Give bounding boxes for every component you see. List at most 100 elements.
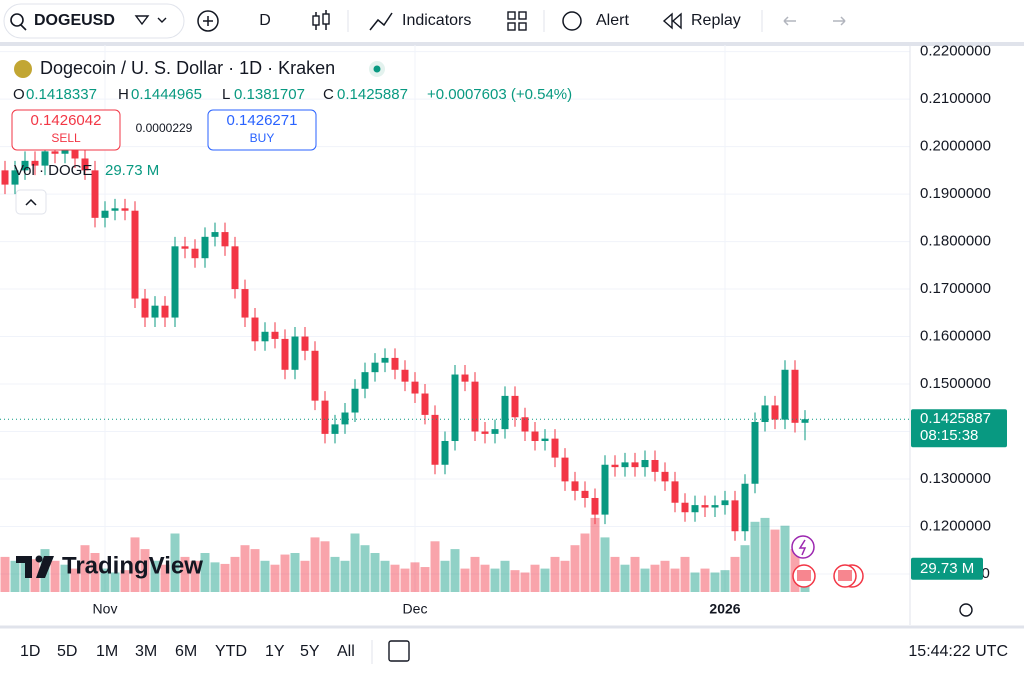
volume-bar: [420, 567, 430, 592]
buy-button[interactable]: [207, 109, 317, 151]
settings-icon[interactable]: [959, 603, 973, 617]
buy-label: BUY: [250, 131, 275, 145]
candle-body: [291, 336, 299, 370]
ohlc-value: 0.1418337: [26, 86, 97, 103]
undo[interactable]: [783, 16, 796, 26]
range-button[interactable]: 1M: [96, 643, 118, 660]
volume-bar: [300, 560, 310, 592]
y-tick-label: 0.2100000: [920, 90, 991, 107]
volume-bar: [10, 560, 20, 592]
price-badge: [911, 409, 1007, 448]
range-button[interactable]: 1Y: [265, 643, 285, 660]
candle-body: [491, 429, 499, 434]
volume-bar: [680, 556, 690, 592]
range-button[interactable]: YTD: [215, 643, 247, 660]
range-button[interactable]: 5D: [57, 643, 77, 660]
volume-title: Vol · DOGE: [14, 162, 92, 179]
volume-bar: [350, 533, 360, 592]
range-button[interactable]: 6M: [175, 643, 197, 660]
candle-body: [121, 208, 129, 211]
volume-bar: [280, 554, 290, 592]
ohlc-label: C: [323, 86, 334, 103]
volume-bar: [310, 537, 320, 592]
candle-body: [401, 369, 409, 382]
event-icon[interactable]: [791, 535, 815, 559]
candle-body: [351, 388, 359, 413]
alert-button[interactable]: Alert: [596, 12, 629, 29]
candle-body: [501, 395, 509, 430]
volume-bar: [410, 562, 420, 592]
candle-body: [701, 505, 709, 508]
volume-bar: [760, 517, 770, 592]
layout-icon[interactable]: [507, 11, 527, 31]
alert-icon: [562, 11, 582, 31]
indicators-button[interactable]: Indicators: [402, 12, 471, 29]
candle-body: [481, 431, 489, 434]
y-tick-label: 0.2000000: [920, 138, 991, 155]
volume-bar: [170, 533, 180, 592]
plot: 0.11000000.12000000.13000000.14000000.15…: [0, 43, 1007, 625]
candle-body: [361, 372, 369, 389]
range-button[interactable]: 5Y: [300, 643, 320, 660]
interval[interactable]: D: [259, 12, 271, 29]
search-icon: [20, 24, 27, 31]
legend-title: Dogecoin / U. S. Dollar · 1D · Kraken: [40, 58, 335, 78]
volume-bar: [30, 559, 40, 592]
replay-button[interactable]: Replay: [691, 12, 741, 29]
volume-bar: [480, 564, 490, 592]
volume-bar: [700, 568, 710, 592]
candle-body: [581, 490, 589, 498]
candle-body: [451, 374, 459, 442]
candle-body: [141, 298, 149, 318]
candle-body: [661, 471, 669, 482]
candle-body: [791, 369, 799, 423]
indicators-icon: [369, 12, 393, 31]
goto-date[interactable]: [388, 640, 410, 662]
candle-body: [331, 424, 339, 434]
volume-bar: [320, 541, 330, 592]
volume-badge-value: 29.73 M: [920, 560, 974, 577]
candle-body: [341, 412, 349, 425]
sell-label: SELL: [51, 131, 81, 145]
add-icon[interactable]: [197, 10, 219, 32]
volume-bar: [100, 568, 110, 592]
y-tick-label: 0.1200000: [920, 517, 991, 534]
range-button[interactable]: 1D: [20, 643, 40, 660]
candle-body: [41, 151, 49, 166]
volume-bar: [690, 572, 700, 592]
candle-body: [411, 381, 419, 394]
candle-body: [511, 395, 519, 418]
chart-type-icon: [312, 15, 320, 26]
symbol-search[interactable]: [3, 3, 185, 39]
y-tick-label: 0.1500000: [920, 375, 991, 392]
spread: 0.0000229: [136, 121, 193, 135]
add-icon: [203, 16, 213, 26]
chart-type-icon: [322, 13, 330, 25]
range-button[interactable]: 3M: [135, 643, 157, 660]
flag: [797, 570, 811, 581]
collapse-button[interactable]: [15, 189, 47, 215]
redo[interactable]: [833, 16, 846, 26]
candle-body: [271, 331, 279, 339]
candle-body: [21, 160, 29, 171]
sell-button[interactable]: [11, 109, 121, 151]
candle-body: [461, 374, 469, 382]
volume-bar: [250, 549, 260, 592]
chevron: [25, 198, 37, 206]
candle-body: [1, 170, 9, 185]
range-button[interactable]: All: [337, 643, 355, 660]
symbol[interactable]: DOGEUSD: [34, 12, 115, 29]
candle-body: [541, 438, 549, 442]
candle-body: [241, 289, 249, 318]
ohlc-value: 0.1425887: [337, 86, 408, 103]
candle-body: [751, 422, 759, 484]
candle-body: [731, 500, 739, 532]
candle-body: [281, 338, 289, 370]
candle-body: [711, 505, 719, 508]
candle-body: [631, 462, 639, 468]
volume-bar: [340, 560, 350, 592]
volume-bar: [120, 570, 130, 592]
candle-body: [651, 459, 659, 472]
candle-body: [441, 441, 449, 465]
candle-body: [161, 305, 169, 318]
